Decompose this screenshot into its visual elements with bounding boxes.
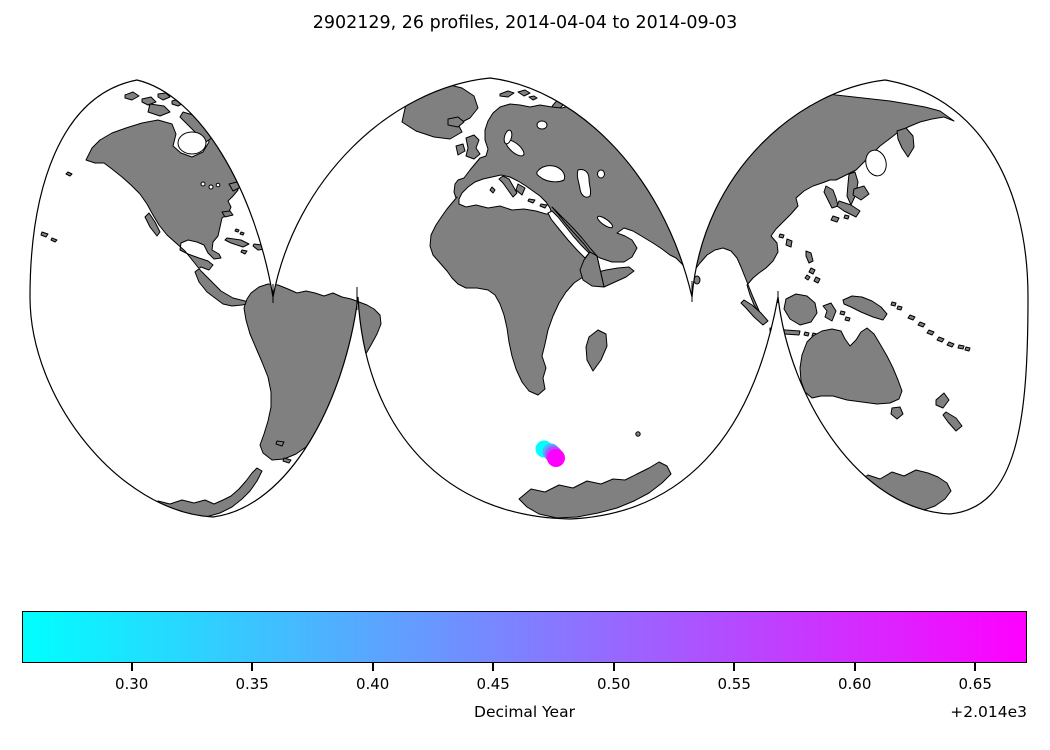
lobe-outlines	[29, 77, 1029, 520]
figure-title: 2902129, 26 profiles, 2014-04-04 to 2014…	[312, 13, 738, 33]
mediterranean-lands	[489, 175, 548, 209]
colorbar-tick-label: 0.55	[717, 675, 751, 693]
baja-california	[144, 212, 161, 237]
northeast-asia	[823, 127, 915, 209]
colorbar-tick-mark	[492, 663, 495, 671]
britain	[465, 134, 481, 160]
colorbar-tick-mark	[371, 663, 374, 671]
colorbar-tick-label: 0.60	[837, 675, 872, 693]
colorbar-tick-mark	[853, 663, 856, 671]
north-lobes-outline	[29, 77, 1029, 298]
colorbar-tick-label: 0.40	[355, 675, 390, 693]
colorbar-tick-label: 0.50	[596, 675, 631, 693]
tasmania	[890, 406, 904, 420]
hudson-bay	[177, 131, 207, 155]
new-guinea-pacific	[842, 295, 971, 352]
colorbar-tick-mark	[251, 663, 254, 671]
colorbar-tick-mark	[974, 663, 977, 671]
colorbar-tick-mark	[612, 663, 615, 671]
colorbar-tick-label: 0.30	[114, 675, 149, 693]
kerguelen-island	[635, 431, 641, 437]
new-zealand	[935, 392, 963, 432]
sea-of-okhotsk	[865, 149, 887, 177]
colorbar-tick-label: 0.35	[235, 675, 269, 693]
black-sea	[536, 165, 566, 183]
japan	[830, 185, 870, 223]
north-america	[85, 119, 258, 307]
south-lobes-outline	[29, 296, 1029, 520]
colorbar-tick-label: 0.65	[958, 675, 992, 693]
great-lakes	[200, 181, 221, 190]
falkland-south-georgia	[275, 440, 292, 464]
colorbar-label: Decimal Year	[474, 703, 575, 721]
mediterranean-sea	[458, 174, 553, 215]
colorbar	[22, 611, 1027, 663]
colorbar-tick-label: 0.45	[476, 675, 510, 693]
profile-markers	[535, 440, 565, 467]
hawaii-islands	[40, 171, 73, 243]
taiwan-philippines	[778, 233, 821, 284]
persian-gulf	[596, 215, 614, 229]
gulf-of-bothnia	[503, 129, 513, 145]
colorbar-offset-label: +2.014e3	[950, 703, 1027, 721]
interruption-seams	[272, 281, 779, 310]
caspian-sea	[576, 169, 592, 198]
profile-marker	[547, 449, 565, 467]
world-map	[29, 77, 1029, 520]
red-sea	[547, 210, 590, 259]
iceland	[447, 116, 465, 128]
colorbar-tick-mark	[130, 663, 133, 671]
aral-sea	[597, 169, 605, 179]
white-sea	[536, 120, 548, 130]
horn-of-africa-fix	[579, 251, 605, 288]
madagascar	[585, 329, 608, 372]
australia	[799, 327, 903, 405]
colorbar-tick-mark	[733, 663, 736, 671]
ireland	[455, 143, 466, 156]
